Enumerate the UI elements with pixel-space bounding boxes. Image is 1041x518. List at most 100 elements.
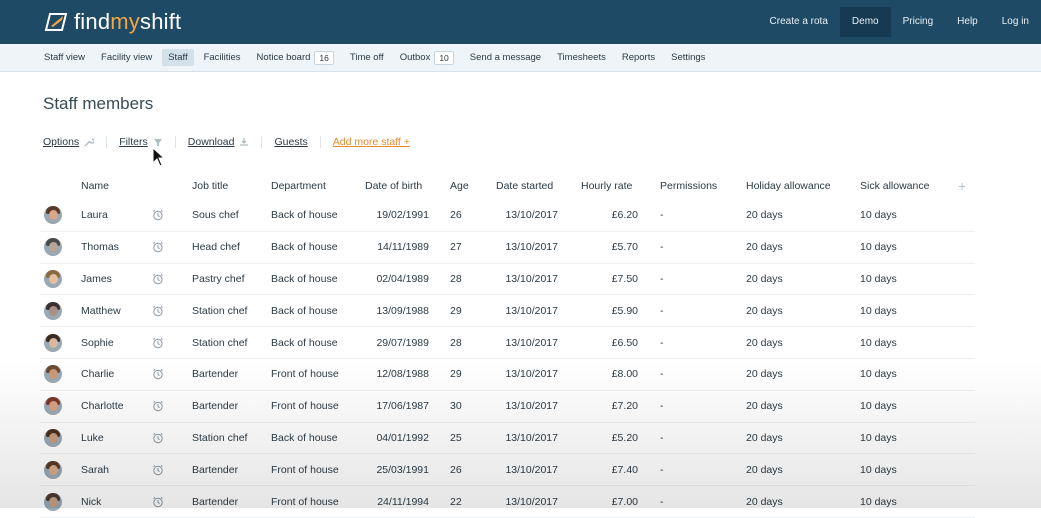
department: Back of house — [271, 209, 338, 222]
staff-name[interactable]: Sarah — [81, 463, 110, 476]
date-of-birth: 17/06/1987 — [376, 400, 429, 413]
age: 26 — [450, 463, 462, 476]
add-staff-button[interactable]: Add more staff + — [333, 136, 422, 148]
table-header: Name Job title Department Date of birth … — [40, 172, 975, 200]
avatar[interactable] — [44, 365, 62, 384]
alarm-clock-icon[interactable] — [152, 486, 164, 517]
date-started: 13/10/2017 — [505, 463, 558, 476]
table-row[interactable]: Charlotte Bartender Front of house 17/06/19… — [40, 391, 975, 423]
header-name[interactable]: Name — [81, 180, 110, 192]
job-title: Station chef — [192, 304, 248, 317]
tab-facilities[interactable]: Facilities — [198, 49, 247, 66]
avatar-face — [49, 242, 58, 253]
avatar[interactable] — [44, 428, 62, 447]
avatar[interactable] — [44, 333, 62, 352]
add-column-button[interactable]: + — [958, 178, 967, 194]
tab-staff-view[interactable]: Staff view — [38, 49, 91, 66]
avatar[interactable] — [44, 301, 62, 320]
header-job-title[interactable]: Job title — [192, 180, 229, 192]
alarm-clock-icon[interactable] — [152, 232, 164, 263]
alarm-clock-icon[interactable] — [152, 423, 164, 454]
avatar[interactable] — [44, 206, 62, 225]
table-row[interactable]: Sarah Bartender Front of house 25/03/1991 26… — [40, 454, 975, 487]
header-age[interactable]: Age — [450, 180, 469, 192]
topnav-item-pricing[interactable]: Pricing — [902, 16, 934, 27]
hourly-rate: £6.50 — [611, 336, 638, 349]
date-started: 13/10/2017 — [505, 400, 558, 413]
avatar-face — [49, 210, 58, 221]
filters-button[interactable]: Filters — [119, 136, 176, 148]
staff-name[interactable]: Sophie — [81, 336, 114, 349]
alarm-clock-icon[interactable] — [152, 200, 164, 231]
findmyshift-logo[interactable]: findmyshift — [44, 8, 181, 36]
table-row[interactable]: Charlie Bartender Front of house 12/08/1988… — [40, 359, 975, 391]
header-date-started[interactable]: Date started — [496, 180, 554, 192]
age: 28 — [450, 336, 462, 349]
alarm-clock-icon[interactable] — [152, 327, 164, 358]
download-button[interactable]: Download — [188, 136, 263, 148]
staff-name[interactable]: Laura — [81, 209, 108, 222]
header-department[interactable]: Department — [271, 180, 326, 192]
tab-facility-view[interactable]: Facility view — [95, 49, 158, 66]
avatar[interactable] — [44, 460, 62, 479]
staff-name[interactable]: James — [81, 272, 112, 285]
staff-name[interactable]: Charlotte — [81, 400, 124, 413]
department: Front of house — [271, 495, 339, 508]
wrench-icon — [84, 138, 95, 147]
date-of-birth: 24/11/1994 — [377, 495, 429, 508]
header-sick-allowance[interactable]: Sick allowance — [860, 180, 930, 192]
tab-reports[interactable]: Reports — [616, 49, 661, 66]
avatar-face — [49, 273, 58, 284]
topnav-item-log-in[interactable]: Log in — [1001, 16, 1029, 27]
staff-name[interactable]: Charlie — [81, 368, 115, 381]
avatar[interactable] — [44, 269, 62, 288]
alarm-clock-icon[interactable] — [152, 359, 164, 390]
avatar[interactable] — [44, 492, 62, 511]
options-label: Options — [43, 136, 80, 148]
tab-time-off[interactable]: Time off — [344, 49, 390, 66]
header-hourly-rate[interactable]: Hourly rate — [581, 180, 633, 192]
holiday-allowance: 20 days — [746, 400, 783, 413]
tab-outbox[interactable]: Outbox 10 — [394, 48, 460, 68]
tab-staff[interactable]: Staff — [162, 49, 194, 66]
header-permissions[interactable]: Permissions — [660, 180, 718, 192]
tab-timesheets[interactable]: Timesheets — [551, 49, 612, 66]
avatar[interactable] — [44, 397, 62, 416]
table-row[interactable]: Sophie Station chef Back of house 29/07/198… — [40, 327, 975, 359]
staff-name[interactable]: Nick — [81, 495, 102, 508]
date-started: 13/10/2017 — [505, 304, 558, 317]
topnav-item-help[interactable]: Help — [957, 16, 978, 27]
alarm-clock-icon[interactable] — [152, 264, 164, 295]
table-row[interactable]: Luke Station chef Back of house 04/01/1992 2… — [40, 423, 975, 455]
topnav-item-demo[interactable]: Demo — [839, 7, 891, 37]
date-of-birth: 25/03/1991 — [376, 463, 429, 476]
avatar[interactable] — [44, 238, 62, 257]
mouse-cursor-icon — [152, 147, 166, 167]
options-button[interactable]: Options — [43, 136, 108, 148]
age: 29 — [450, 368, 462, 381]
table-row[interactable]: Matthew Station chef Back of house 13/09/19… — [40, 295, 975, 328]
table-row[interactable]: James Pastry chef Back of house 02/04/1989 2… — [40, 264, 975, 296]
permissions: - — [660, 304, 664, 317]
staff-name[interactable]: Matthew — [81, 304, 121, 317]
staff-name[interactable]: Luke — [81, 431, 104, 444]
department: Back of house — [271, 336, 338, 349]
alarm-clock-icon[interactable] — [152, 391, 164, 422]
logo-text: findmyshift — [74, 9, 182, 34]
table-row[interactable]: Laura Sous chef Back of house 19/02/1991 26 1… — [40, 200, 975, 232]
avatar-cell — [44, 359, 62, 390]
table-row[interactable]: Nick Bartender Front of house 24/11/1994 22 1… — [40, 486, 975, 518]
guests-button[interactable]: Guests — [274, 136, 321, 148]
header-date-of-birth[interactable]: Date of birth — [365, 180, 423, 192]
tab-send-a-message[interactable]: Send a message — [464, 49, 547, 66]
tab-label: Facility view — [101, 52, 153, 63]
tab-settings[interactable]: Settings — [665, 49, 711, 66]
tab-notice-board[interactable]: Notice board 16 — [251, 48, 340, 68]
topnav-item-create-a-rota[interactable]: Create a rota — [769, 16, 828, 27]
alarm-clock-icon[interactable] — [152, 454, 164, 485]
holiday-allowance: 20 days — [746, 495, 783, 508]
alarm-clock-icon[interactable] — [152, 295, 164, 326]
header-holiday-allowance[interactable]: Holiday allowance — [746, 180, 831, 192]
table-row[interactable]: Thomas Head chef Back of house 14/11/1989 27… — [40, 232, 975, 264]
staff-name[interactable]: Thomas — [81, 241, 119, 254]
